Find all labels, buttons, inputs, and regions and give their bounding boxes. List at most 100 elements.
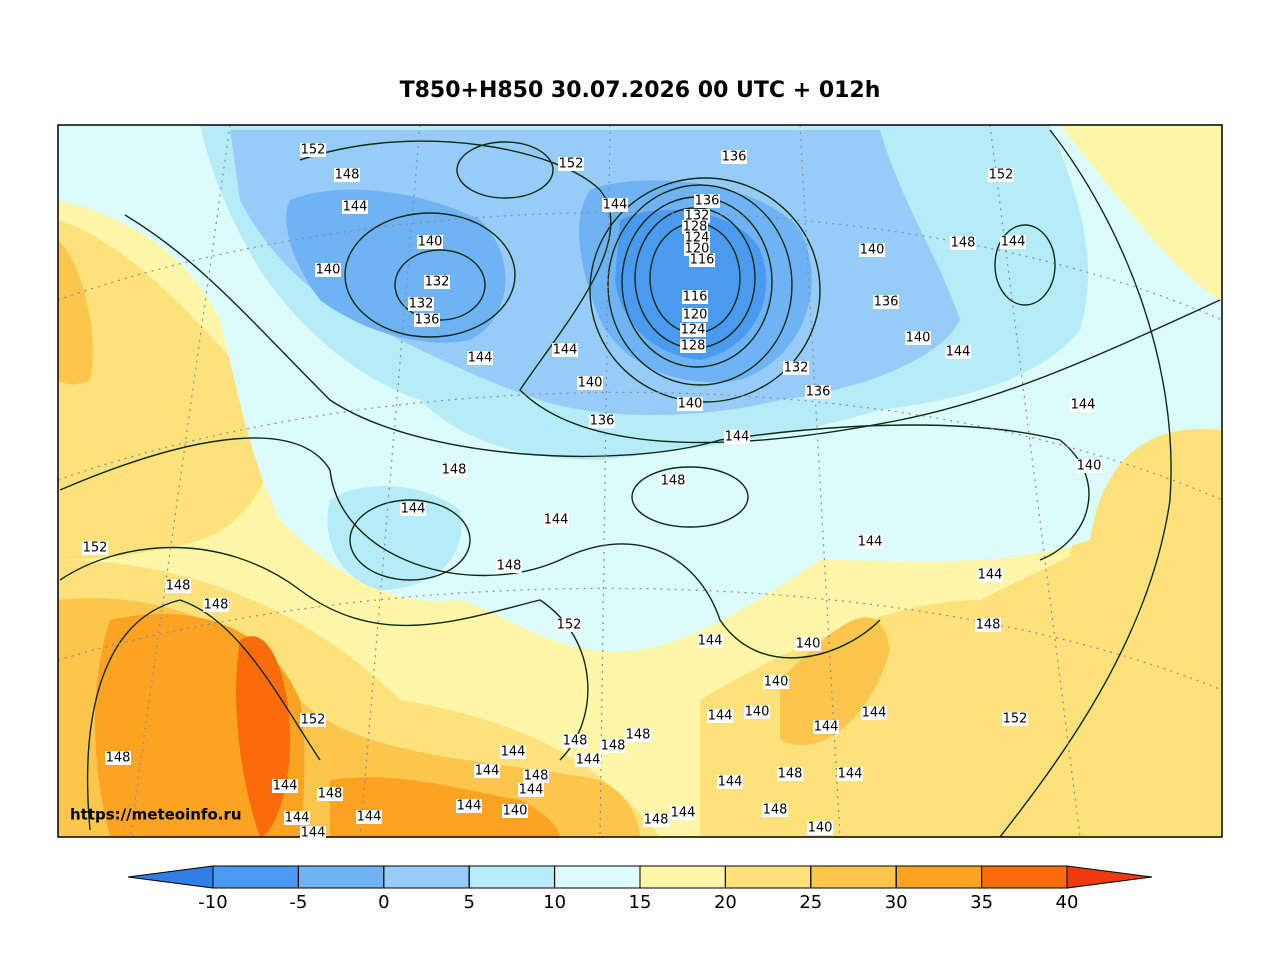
- contour-label-bg: [1002, 712, 1028, 726]
- contour-label: 124: [685, 231, 710, 246]
- contour-label: 120: [685, 242, 710, 257]
- contour-label: 148: [976, 618, 1001, 633]
- colorbar-segment: [297, 865, 385, 889]
- contour-label: 148: [166, 579, 191, 594]
- colorbar-extend-high: [1066, 865, 1153, 889]
- contour-label: 144: [475, 764, 500, 779]
- contour-label-bg: [670, 806, 696, 820]
- temperature-area: [780, 617, 890, 746]
- contour-label: 144: [285, 811, 310, 826]
- contour-label: 140: [316, 263, 341, 278]
- contour-label: 128: [683, 220, 708, 235]
- contour-label-bg: [807, 821, 833, 835]
- contour-label: 136: [874, 295, 899, 310]
- colorbar-segment: [468, 865, 556, 889]
- contour-label: 148: [763, 803, 788, 818]
- contour-label-bg: [602, 198, 628, 212]
- colorbar-tick-label: 20: [714, 892, 737, 913]
- contour-label-bg: [682, 220, 708, 234]
- temperature-area: [58, 220, 273, 560]
- contour-label-bg: [977, 568, 1003, 582]
- contour-label-bg: [577, 376, 603, 390]
- watermark: https://meteoinfo.ru: [70, 806, 242, 824]
- contour-label-bg: [837, 767, 863, 781]
- contour-label: 132: [685, 209, 710, 224]
- colorbar-segment: [981, 865, 1068, 889]
- contour-label-bg: [717, 775, 743, 789]
- contour-label: 140: [764, 675, 789, 690]
- contour-label: 144: [544, 513, 569, 528]
- contour-label-bg: [600, 739, 626, 753]
- contour-label: 132: [784, 361, 809, 376]
- contour-label-bg: [424, 275, 450, 289]
- contour-label: 144: [698, 634, 723, 649]
- contour-label: 144: [718, 775, 743, 790]
- contour-label: 152: [559, 157, 584, 172]
- contour-label-bg: [861, 706, 887, 720]
- contour-label: 144: [357, 810, 382, 825]
- contour-label-bg: [660, 474, 686, 488]
- contour-label: 144: [1001, 235, 1026, 250]
- contour-label-bg: [272, 779, 298, 793]
- contour-label: 144: [343, 200, 368, 215]
- contour-label-bg: [680, 323, 706, 337]
- contour-label: 144: [576, 753, 601, 768]
- contour-label-bg: [82, 541, 108, 555]
- contour-label: 144: [553, 343, 578, 358]
- contour-label-bg: [456, 799, 482, 813]
- contour-label-bg: [905, 331, 931, 345]
- contour-label: 148: [563, 734, 588, 749]
- colorbar-tick-label: 10: [543, 892, 566, 913]
- contour-label-bg: [317, 787, 343, 801]
- contour-label: 116: [690, 253, 715, 268]
- colorbar-segment: [212, 865, 299, 889]
- contour-label-bg: [857, 535, 883, 549]
- contour-label-bg: [1070, 398, 1096, 412]
- colorbar-segment: [895, 865, 983, 889]
- contour-label: 144: [862, 706, 887, 721]
- contour-label-bg: [408, 297, 434, 311]
- contour-label-bg: [945, 345, 971, 359]
- contour-label-bg: [697, 634, 723, 648]
- contour-label-bg: [988, 168, 1014, 182]
- temperature-area: [1041, 330, 1222, 837]
- contour-label-bg: [342, 200, 368, 214]
- contour-label: 132: [409, 297, 434, 312]
- contour-label-bg: [523, 769, 549, 783]
- contour-label: 136: [722, 150, 747, 165]
- contour-label-bg: [795, 637, 821, 651]
- contour-label-bg: [300, 143, 326, 157]
- contour-label: 144: [401, 502, 426, 517]
- contour-label-bg: [682, 308, 708, 322]
- contour-label-bg: [677, 397, 703, 411]
- contour-label: 148: [106, 751, 131, 766]
- colorbar-segment: [639, 865, 726, 889]
- contour-label: 140: [678, 397, 703, 412]
- contour-label: 144: [814, 720, 839, 735]
- contour-label: 140: [503, 804, 528, 819]
- contour-label: 140: [860, 243, 885, 258]
- contour-label: 140: [808, 821, 833, 836]
- colorbar-segment: [554, 865, 641, 889]
- contour-label-bg: [300, 713, 326, 727]
- contour-label: 144: [1071, 398, 1096, 413]
- contour-label: 120: [683, 308, 708, 323]
- contour-label-bg: [762, 803, 788, 817]
- contour-label: 148: [626, 728, 651, 743]
- contour-label: 144: [519, 783, 544, 798]
- contour-label: 152: [301, 713, 326, 728]
- contour-label: 148: [335, 168, 360, 183]
- contour-label: 144: [838, 767, 863, 782]
- contour-label: 144: [858, 535, 883, 550]
- graticule: [58, 125, 1222, 837]
- contour-label: 148: [778, 767, 803, 782]
- contour-label: 152: [989, 168, 1014, 183]
- contour-label-bg: [518, 783, 544, 797]
- contour-label: 128: [681, 339, 706, 354]
- contour-label-bg: [589, 414, 615, 428]
- contour-label-bg: [873, 295, 899, 309]
- contour-label-bg: [684, 209, 710, 223]
- contour-label-bg: [543, 513, 569, 527]
